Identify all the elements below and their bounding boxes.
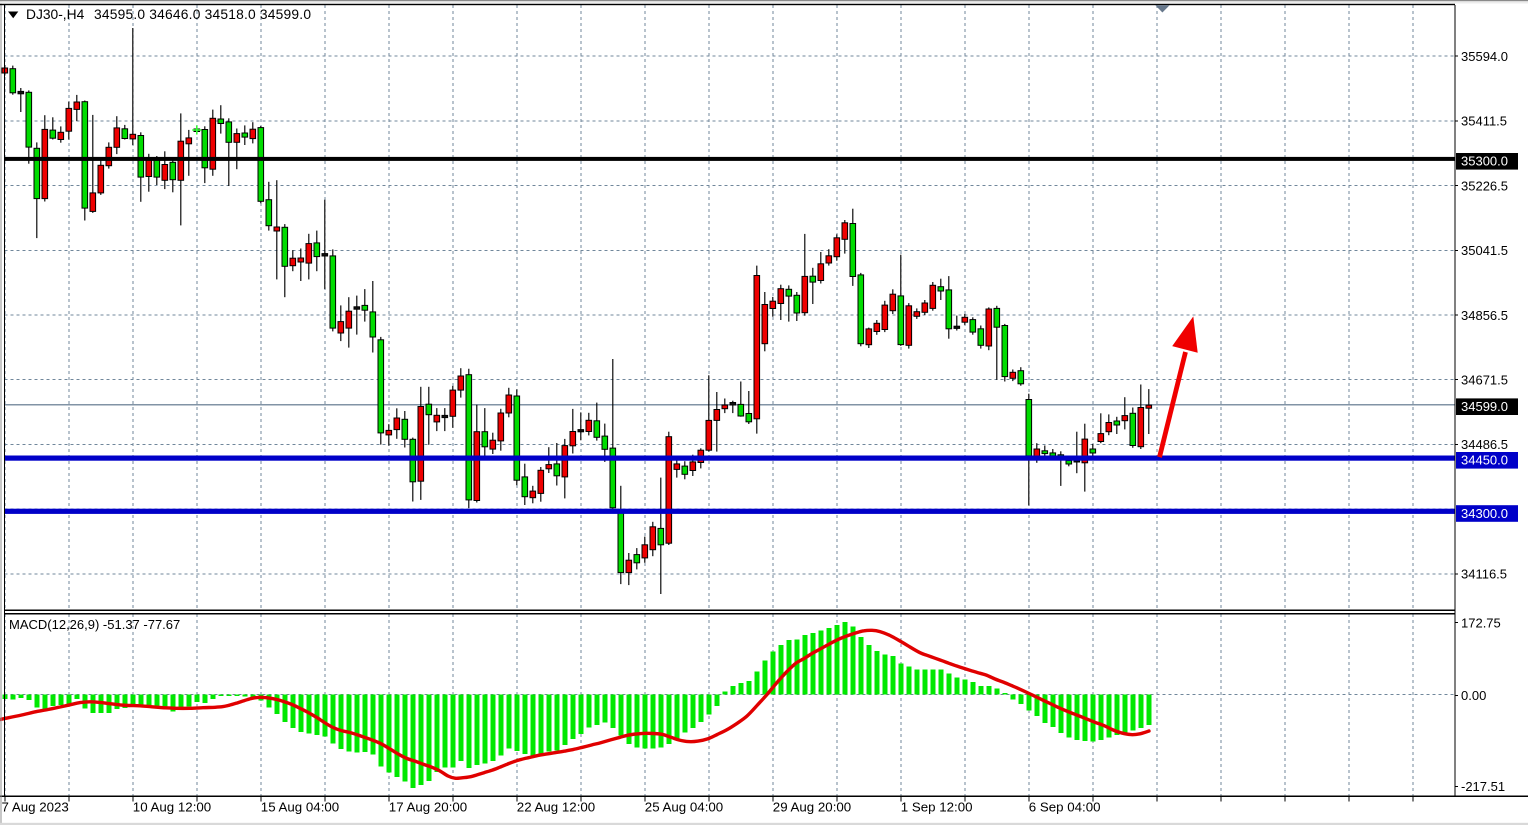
svg-text:34856.5: 34856.5 xyxy=(1461,308,1508,323)
svg-text:34486.5: 34486.5 xyxy=(1461,437,1508,452)
svg-text:34116.5: 34116.5 xyxy=(1461,567,1507,582)
svg-text:MACD(12,26,9) -51.37 -77.67: MACD(12,26,9) -51.37 -77.67 xyxy=(9,617,180,632)
svg-text:25 Aug 04:00: 25 Aug 04:00 xyxy=(645,800,723,815)
svg-text:0.00: 0.00 xyxy=(1461,688,1486,703)
svg-text:35300.0: 35300.0 xyxy=(1461,154,1508,169)
svg-text:34671.5: 34671.5 xyxy=(1461,373,1508,388)
svg-text:29 Aug 20:00: 29 Aug 20:00 xyxy=(773,800,851,815)
svg-text:DJ30-,H4: DJ30-,H4 xyxy=(26,7,85,22)
svg-text:172.75: 172.75 xyxy=(1461,615,1501,630)
svg-text:34450.0: 34450.0 xyxy=(1461,453,1508,468)
svg-text:35594.0: 35594.0 xyxy=(1461,49,1508,64)
svg-text:22 Aug 12:00: 22 Aug 12:00 xyxy=(517,800,595,815)
svg-text:6 Sep 04:00: 6 Sep 04:00 xyxy=(1029,800,1101,815)
svg-text:1 Sep 12:00: 1 Sep 12:00 xyxy=(901,800,973,815)
svg-text:35041.5: 35041.5 xyxy=(1461,243,1508,258)
svg-text:35411.5: 35411.5 xyxy=(1461,114,1507,129)
svg-text:7 Aug 2023: 7 Aug 2023 xyxy=(2,800,69,815)
svg-text:10 Aug 12:00: 10 Aug 12:00 xyxy=(133,800,211,815)
svg-text:17 Aug 20:00: 17 Aug 20:00 xyxy=(389,800,467,815)
svg-text:35226.5: 35226.5 xyxy=(1461,178,1508,193)
svg-text:34595.0 34646.0 34518.0 34599.: 34595.0 34646.0 34518.0 34599.0 xyxy=(94,7,311,22)
svg-text:34599.0: 34599.0 xyxy=(1461,399,1508,414)
svg-text:34300.0: 34300.0 xyxy=(1461,506,1508,521)
svg-text:15 Aug 04:00: 15 Aug 04:00 xyxy=(261,800,339,815)
svg-text:-217.51: -217.51 xyxy=(1461,779,1505,794)
